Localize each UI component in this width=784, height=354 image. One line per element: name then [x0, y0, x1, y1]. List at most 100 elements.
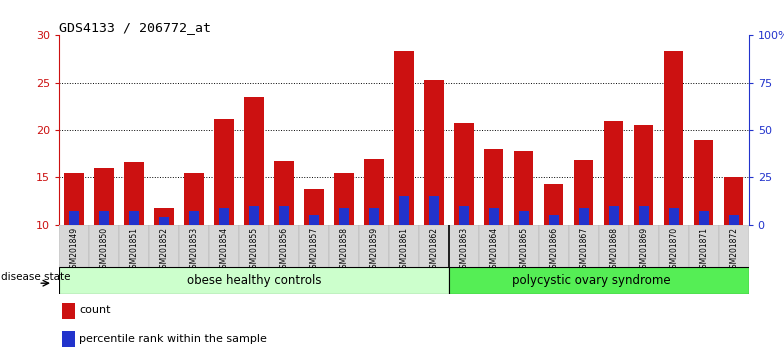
- Text: GSM201862: GSM201862: [430, 227, 438, 273]
- Bar: [664, 51, 684, 225]
- Bar: [448, 267, 749, 294]
- Text: GSM201851: GSM201851: [129, 227, 138, 273]
- Bar: [328, 225, 359, 267]
- Text: GDS4133 / 206772_at: GDS4133 / 206772_at: [59, 21, 211, 34]
- Bar: [568, 225, 599, 267]
- Bar: [669, 208, 679, 225]
- Bar: [429, 196, 438, 225]
- Bar: [309, 215, 318, 225]
- Bar: [364, 159, 383, 225]
- Bar: [249, 206, 259, 225]
- Bar: [124, 162, 143, 225]
- Bar: [154, 208, 173, 225]
- Bar: [579, 208, 589, 225]
- Bar: [459, 206, 469, 225]
- Bar: [179, 225, 209, 267]
- Text: GSM201870: GSM201870: [670, 227, 678, 273]
- Bar: [609, 206, 619, 225]
- Bar: [244, 97, 263, 225]
- Text: GSM201854: GSM201854: [220, 227, 228, 273]
- Text: obese healthy controls: obese healthy controls: [187, 274, 321, 287]
- Bar: [394, 51, 413, 225]
- Bar: [269, 225, 299, 267]
- Text: GSM201855: GSM201855: [249, 227, 258, 273]
- Text: disease state: disease state: [1, 272, 71, 281]
- Bar: [62, 331, 74, 347]
- Text: GSM201869: GSM201869: [639, 227, 648, 273]
- Text: GSM201850: GSM201850: [100, 227, 108, 273]
- Text: percentile rank within the sample: percentile rank within the sample: [79, 334, 267, 344]
- Text: GSM201868: GSM201868: [609, 227, 619, 273]
- Bar: [694, 139, 713, 225]
- Bar: [724, 177, 743, 225]
- Bar: [62, 303, 74, 319]
- Text: GSM201849: GSM201849: [69, 227, 78, 273]
- Bar: [359, 225, 389, 267]
- Bar: [688, 225, 719, 267]
- Bar: [489, 208, 499, 225]
- Bar: [448, 225, 479, 267]
- Text: GSM201871: GSM201871: [699, 227, 708, 273]
- Bar: [149, 225, 179, 267]
- Bar: [629, 225, 659, 267]
- Bar: [634, 125, 654, 225]
- Bar: [729, 215, 739, 225]
- Bar: [659, 225, 688, 267]
- Bar: [424, 80, 444, 225]
- Bar: [514, 151, 533, 225]
- Bar: [454, 122, 474, 225]
- Bar: [539, 225, 568, 267]
- Text: GSM201863: GSM201863: [459, 227, 468, 273]
- Bar: [99, 211, 109, 225]
- Bar: [549, 215, 559, 225]
- Bar: [389, 225, 419, 267]
- Bar: [94, 168, 114, 225]
- Text: GSM201857: GSM201857: [309, 227, 318, 273]
- Text: GSM201853: GSM201853: [189, 227, 198, 273]
- Bar: [639, 206, 648, 225]
- Text: GSM201865: GSM201865: [519, 227, 528, 273]
- Bar: [719, 225, 749, 267]
- Bar: [519, 211, 528, 225]
- Bar: [509, 225, 539, 267]
- Text: GSM201858: GSM201858: [339, 227, 348, 273]
- Bar: [119, 225, 149, 267]
- Bar: [159, 217, 169, 225]
- Bar: [574, 160, 593, 225]
- Text: GSM201856: GSM201856: [279, 227, 289, 273]
- Bar: [599, 225, 629, 267]
- Bar: [64, 173, 84, 225]
- Bar: [59, 225, 89, 267]
- Text: GSM201866: GSM201866: [550, 227, 558, 273]
- Bar: [399, 196, 408, 225]
- Bar: [419, 225, 448, 267]
- Text: GSM201852: GSM201852: [159, 227, 169, 273]
- Text: GSM201859: GSM201859: [369, 227, 378, 273]
- Bar: [479, 225, 509, 267]
- Bar: [129, 211, 139, 225]
- Bar: [334, 173, 354, 225]
- Text: count: count: [79, 306, 111, 315]
- Bar: [219, 208, 229, 225]
- Bar: [369, 208, 379, 225]
- Bar: [274, 161, 293, 225]
- Bar: [339, 208, 349, 225]
- Bar: [279, 206, 289, 225]
- Bar: [299, 225, 328, 267]
- Bar: [544, 184, 564, 225]
- Text: GSM201872: GSM201872: [729, 227, 739, 273]
- Text: GSM201864: GSM201864: [489, 227, 499, 273]
- Text: GSM201861: GSM201861: [399, 227, 408, 273]
- Bar: [89, 225, 119, 267]
- Bar: [59, 267, 448, 294]
- Text: polycystic ovary syndrome: polycystic ovary syndrome: [512, 274, 670, 287]
- Bar: [209, 225, 239, 267]
- Text: GSM201867: GSM201867: [579, 227, 588, 273]
- Bar: [484, 149, 503, 225]
- Bar: [304, 189, 324, 225]
- Bar: [69, 211, 78, 225]
- Bar: [604, 121, 623, 225]
- Bar: [184, 173, 204, 225]
- Bar: [189, 211, 198, 225]
- Bar: [699, 211, 709, 225]
